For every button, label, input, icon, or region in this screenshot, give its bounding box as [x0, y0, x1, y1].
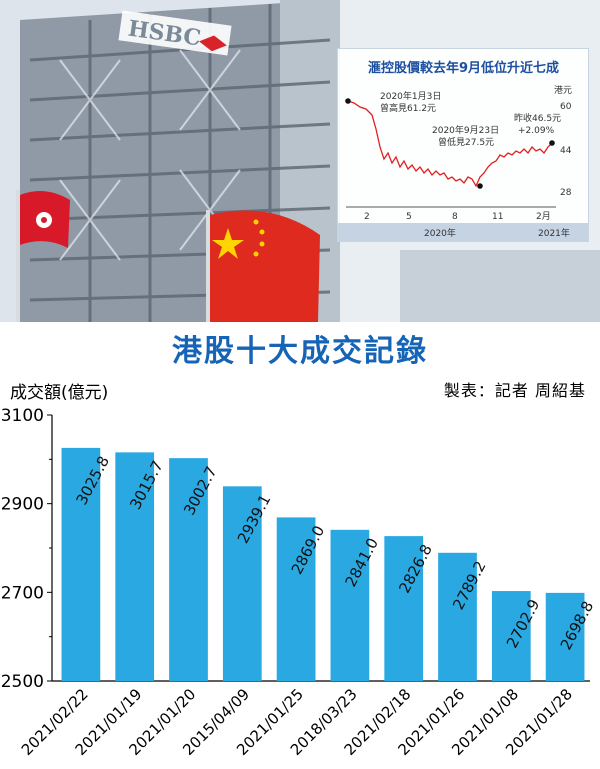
inset-year-label: 2021年 — [538, 227, 570, 239]
bar — [169, 458, 208, 681]
y-axis-title: 成交額(億元) — [10, 383, 109, 403]
bar — [276, 517, 316, 681]
bar — [222, 486, 262, 681]
inset-y-tick: 44 — [560, 146, 572, 156]
inset-annotation: +2.09% — [518, 126, 555, 136]
hsbc-building-photo: HSBC 港元 60 44 28 — [0, 0, 600, 322]
hong-kong-flag-icon — [20, 191, 70, 248]
chart-title: 港股十大成交記錄 — [172, 334, 428, 369]
y-tick-label: 2700 — [1, 583, 44, 603]
bar — [545, 592, 585, 681]
bar — [61, 447, 101, 681]
bar — [384, 536, 424, 681]
inset-year-label: 2020年 — [424, 227, 456, 239]
inset-x-tick: 11 — [492, 212, 503, 222]
y-tick-label: 3100 — [1, 406, 44, 426]
inset-annotation: 昨收46.5元 — [514, 112, 561, 124]
inset-annotation: 2020年9月23日 — [432, 124, 499, 136]
bar — [438, 552, 477, 681]
y-tick-label: 2500 — [1, 672, 44, 692]
inset-x-tick: 8 — [452, 212, 458, 222]
inset-title: 滙控股價較去年9月低位升近七成 — [368, 61, 560, 76]
chart-bars — [61, 447, 585, 681]
inset-annotation: 2020年1月3日 — [380, 90, 441, 102]
inset-y-tick: 28 — [560, 188, 572, 198]
inset-annotation: 曾高見61.2元 — [380, 102, 436, 114]
inset-line-chart: 港元 60 44 28 2 5 8 11 2月 2020年 2021年 2020… — [338, 84, 588, 241]
inset-price-line — [347, 100, 553, 188]
hsbc-share-price-inset: 港元 60 44 28 2 5 8 11 2月 2020年 2021年 2020… — [337, 48, 589, 242]
bar — [491, 591, 531, 681]
chart-credit: 製表：記者 周紹基 — [443, 381, 586, 400]
y-tick-label: 2900 — [1, 495, 44, 515]
inset-x-tick: 5 — [406, 212, 412, 222]
bar — [115, 452, 155, 681]
inset-unit-label: 港元 — [554, 84, 572, 96]
inset-y-tick: 60 — [560, 102, 572, 112]
bar — [330, 529, 370, 681]
inset-annotation: 曾低見27.5元 — [438, 136, 494, 148]
inset-x-tick: 2月 — [536, 211, 551, 222]
china-flag-icon — [210, 210, 320, 322]
inset-x-tick: 2 — [364, 212, 370, 222]
